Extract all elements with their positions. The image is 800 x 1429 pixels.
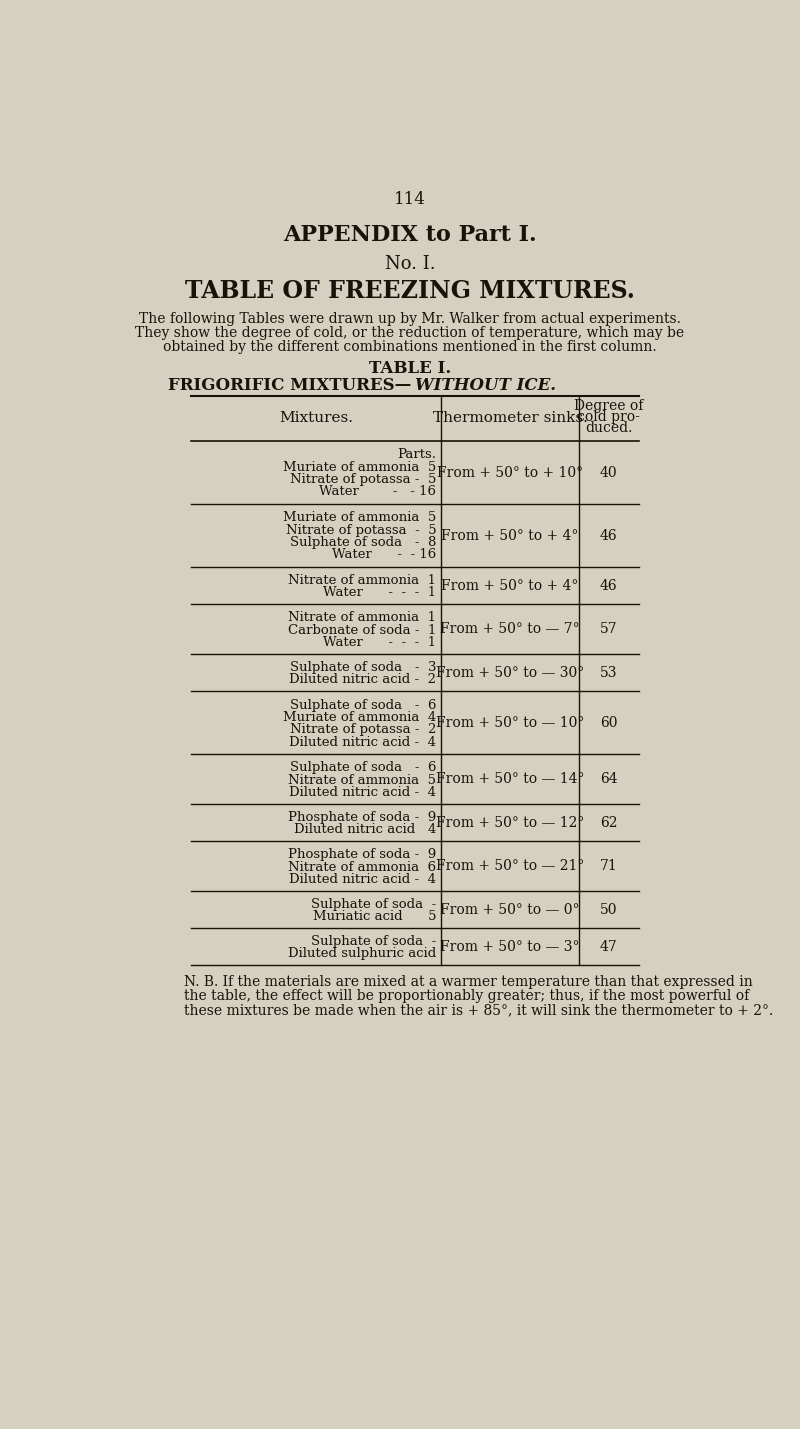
Text: Nitrate of potassa  -  5: Nitrate of potassa - 5 [286, 524, 436, 537]
Text: Muriate of ammonia  5: Muriate of ammonia 5 [283, 512, 436, 524]
Text: 53: 53 [600, 666, 618, 680]
Text: From + 50° to — 0°: From + 50° to — 0° [440, 903, 580, 917]
Text: 50: 50 [600, 903, 618, 917]
Text: 62: 62 [600, 816, 618, 830]
Text: They show the degree of cold, or the reduction of temperature, which may be: They show the degree of cold, or the red… [135, 326, 685, 340]
Text: APPENDIX to Part I.: APPENDIX to Part I. [283, 223, 537, 246]
Text: Nitrate of ammonia  1: Nitrate of ammonia 1 [288, 612, 436, 624]
Text: 46: 46 [600, 579, 618, 593]
Text: Muriate of ammonia  4: Muriate of ammonia 4 [283, 710, 436, 725]
Text: WITHOUT ICE.: WITHOUT ICE. [414, 377, 556, 394]
Text: Diluted nitric acid   4: Diluted nitric acid 4 [294, 823, 436, 836]
Text: From + 50° to — 10°: From + 50° to — 10° [436, 716, 584, 730]
Text: Carbonate of soda -  1: Carbonate of soda - 1 [288, 623, 436, 636]
Text: Sulphate of soda   -  3: Sulphate of soda - 3 [290, 660, 436, 674]
Text: Nitrate of ammonia  6: Nitrate of ammonia 6 [288, 860, 436, 873]
Text: Diluted nitric acid -  2: Diluted nitric acid - 2 [290, 673, 436, 686]
Text: duced.: duced. [585, 422, 633, 434]
Text: Thermometer sinks.: Thermometer sinks. [433, 412, 587, 424]
Text: TABLE I.: TABLE I. [369, 360, 451, 377]
Text: From + 50° to — 21°: From + 50° to — 21° [436, 859, 584, 873]
Text: Water        -   - 16: Water - - 16 [319, 486, 436, 499]
Text: these mixtures be made when the air is + 85°, it will sink the thermometer to + : these mixtures be made when the air is +… [184, 1003, 773, 1017]
Text: Phosphate of soda -  9: Phosphate of soda - 9 [288, 849, 436, 862]
Text: 47: 47 [600, 940, 618, 955]
Text: Water      -  - 16: Water - - 16 [332, 549, 436, 562]
Text: Diluted sulphuric acid: Diluted sulphuric acid [288, 947, 436, 960]
Text: Nitrate of potassa -  2: Nitrate of potassa - 2 [290, 723, 436, 736]
Text: From + 50° to + 4°: From + 50° to + 4° [442, 579, 578, 593]
Text: 40: 40 [600, 466, 618, 480]
Text: Sulphate of soda   -  6: Sulphate of soda - 6 [290, 699, 436, 712]
Text: TABLE OF FREEZING MIXTURES.: TABLE OF FREEZING MIXTURES. [185, 279, 635, 303]
Text: From + 50° to — 3°: From + 50° to — 3° [440, 940, 580, 955]
Text: Diluted nitric acid -  4: Diluted nitric acid - 4 [290, 786, 436, 799]
Text: 64: 64 [600, 773, 618, 786]
Text: Water      -  -  -  1: Water - - - 1 [323, 586, 436, 599]
Text: Diluted nitric acid -  4: Diluted nitric acid - 4 [290, 873, 436, 886]
Text: N. B. If the materials are mixed at a warmer temperature than that expressed in: N. B. If the materials are mixed at a wa… [184, 975, 753, 989]
Text: Sulphate of soda   -  6: Sulphate of soda - 6 [290, 762, 436, 775]
Text: FRIGORIFIC MIXTURES—: FRIGORIFIC MIXTURES— [168, 377, 411, 394]
Text: obtained by the different combinations mentioned in the first column.: obtained by the different combinations m… [163, 340, 657, 354]
Text: Parts.: Parts. [398, 449, 436, 462]
Text: the table, the effect will be proportionably greater; thus, if the most powerful: the table, the effect will be proportion… [184, 989, 749, 1003]
Text: cold pro-: cold pro- [578, 410, 640, 424]
Text: Sulphate of soda   -  8: Sulphate of soda - 8 [290, 536, 436, 549]
Text: Nitrate of ammonia  1: Nitrate of ammonia 1 [288, 574, 436, 587]
Text: Diluted nitric acid -  4: Diluted nitric acid - 4 [290, 736, 436, 749]
Text: Muriatic acid      5: Muriatic acid 5 [313, 910, 436, 923]
Text: From + 50° to — 7°: From + 50° to — 7° [440, 622, 580, 636]
Text: The following Tables were drawn up by Mr. Walker from actual experiments.: The following Tables were drawn up by Mr… [139, 313, 681, 326]
Text: From + 50° to — 12°: From + 50° to — 12° [436, 816, 584, 830]
Text: Phosphate of soda -  9: Phosphate of soda - 9 [288, 812, 436, 825]
Text: 60: 60 [600, 716, 618, 730]
Text: 114: 114 [394, 190, 426, 207]
Text: From + 50° to + 10°: From + 50° to + 10° [437, 466, 583, 480]
Text: Mixtures.: Mixtures. [279, 412, 354, 424]
Text: 71: 71 [600, 859, 618, 873]
Text: From + 50° to — 30°: From + 50° to — 30° [436, 666, 584, 680]
Text: Water      -  -  -  1: Water - - - 1 [323, 636, 436, 649]
Text: Muriate of ammonia  5: Muriate of ammonia 5 [283, 460, 436, 473]
Text: Nitrate of potassa -  5: Nitrate of potassa - 5 [290, 473, 436, 486]
Text: From + 50° to — 14°: From + 50° to — 14° [436, 773, 584, 786]
Text: Sulphate of soda  -: Sulphate of soda - [311, 935, 436, 947]
Text: Sulphate of soda  -: Sulphate of soda - [311, 897, 436, 912]
Text: Degree of: Degree of [574, 399, 643, 413]
Text: 46: 46 [600, 529, 618, 543]
Text: No. I.: No. I. [385, 254, 435, 273]
Text: From + 50° to + 4°: From + 50° to + 4° [442, 529, 578, 543]
Text: 57: 57 [600, 622, 618, 636]
Text: Nitrate of ammonia  5: Nitrate of ammonia 5 [288, 773, 436, 787]
